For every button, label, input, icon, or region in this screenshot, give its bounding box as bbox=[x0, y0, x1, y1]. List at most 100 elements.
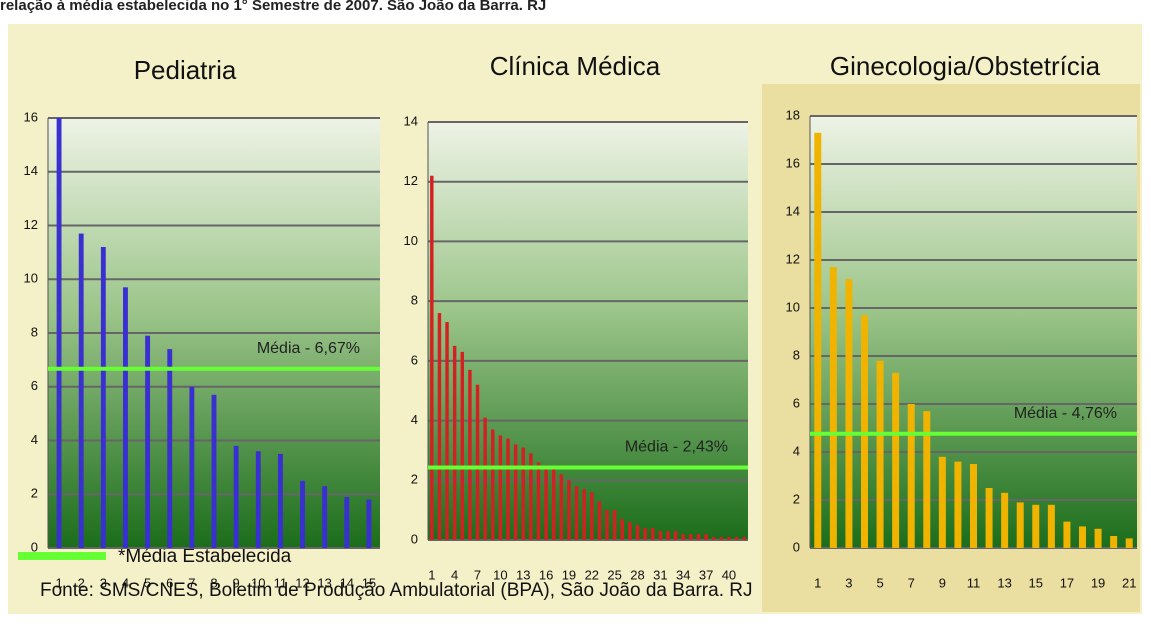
mean-annotation: Média - 6,67% bbox=[257, 340, 360, 357]
bar bbox=[666, 531, 670, 540]
bar bbox=[559, 474, 564, 540]
y-tick-label: 8 bbox=[31, 324, 38, 339]
x-tick-label: 4 bbox=[451, 567, 458, 582]
y-tick-label: 6 bbox=[31, 378, 38, 393]
bar bbox=[322, 486, 328, 548]
bar bbox=[985, 488, 993, 548]
x-tick-label: 28 bbox=[630, 567, 644, 582]
x-tick-label: 5 bbox=[144, 575, 151, 590]
bar bbox=[814, 132, 822, 549]
bar bbox=[437, 313, 442, 540]
bar bbox=[468, 369, 472, 540]
chart-title: Pediatria bbox=[134, 55, 237, 85]
x-tick-label: 8 bbox=[210, 575, 217, 590]
y-tick-label: 16 bbox=[24, 109, 38, 124]
chart-title: Clínica Médica bbox=[490, 51, 661, 81]
y-tick-label: 0 bbox=[793, 539, 800, 554]
bar bbox=[612, 510, 617, 540]
bar bbox=[620, 519, 624, 540]
bar bbox=[56, 118, 62, 548]
chart-title: Ginecologia/Obstetrícia bbox=[830, 51, 1101, 81]
bar bbox=[954, 461, 962, 548]
bar bbox=[211, 394, 217, 548]
x-tick-label: 7 bbox=[474, 567, 481, 582]
bar bbox=[651, 528, 655, 540]
bar bbox=[189, 386, 195, 548]
y-tick-label: 8 bbox=[411, 293, 418, 308]
bar bbox=[452, 345, 457, 540]
y-tick-label: 2 bbox=[411, 472, 418, 487]
bar bbox=[635, 525, 640, 540]
x-tick-label: 10 bbox=[251, 575, 265, 590]
y-tick-label: 2 bbox=[793, 491, 800, 506]
x-tick-label: 3 bbox=[845, 575, 852, 590]
bar bbox=[719, 537, 724, 540]
x-tick-label: 5 bbox=[876, 575, 883, 590]
bar bbox=[907, 404, 915, 548]
y-tick-label: 14 bbox=[24, 163, 38, 178]
x-tick-label: 1 bbox=[428, 567, 435, 582]
y-tick-label: 14 bbox=[786, 203, 800, 218]
y-tick-label: 2 bbox=[31, 486, 38, 501]
bar bbox=[597, 501, 602, 540]
bar bbox=[544, 465, 548, 540]
bar bbox=[167, 349, 173, 548]
x-tick-label: 15 bbox=[1029, 575, 1043, 590]
y-tick-label: 10 bbox=[786, 299, 800, 314]
bar bbox=[876, 360, 884, 548]
x-tick-label: 13 bbox=[997, 575, 1011, 590]
bar bbox=[829, 267, 837, 548]
bar bbox=[1047, 504, 1055, 548]
x-tick-label: 13 bbox=[516, 567, 530, 582]
bar bbox=[445, 322, 449, 540]
x-tick-label: 4 bbox=[122, 575, 129, 590]
bar bbox=[366, 499, 372, 548]
bar bbox=[1032, 504, 1040, 548]
x-tick-label: 13 bbox=[317, 575, 331, 590]
y-tick-label: 4 bbox=[31, 432, 38, 447]
x-tick-label: 9 bbox=[939, 575, 946, 590]
x-tick-label: 34 bbox=[676, 567, 690, 582]
bar bbox=[233, 445, 239, 548]
bar bbox=[658, 531, 663, 540]
heading: relação à média estabelecida no 1° Semes… bbox=[0, 0, 546, 14]
x-tick-label: 19 bbox=[1091, 575, 1105, 590]
x-tick-label: 7 bbox=[188, 575, 195, 590]
bar bbox=[742, 537, 746, 540]
plot-area bbox=[428, 122, 748, 540]
x-tick-label: 7 bbox=[908, 575, 915, 590]
x-tick-label: 12 bbox=[295, 575, 309, 590]
x-tick-label: 9 bbox=[233, 575, 240, 590]
bar bbox=[552, 468, 556, 540]
bar bbox=[255, 451, 261, 548]
legend-label: *Média Estabelecida bbox=[118, 546, 292, 567]
bar bbox=[590, 492, 594, 540]
mean-annotation: Média - 2,43% bbox=[625, 439, 728, 456]
y-tick-label: 4 bbox=[793, 443, 800, 458]
x-tick-label: 21 bbox=[1122, 575, 1136, 590]
y-tick-label: 12 bbox=[404, 173, 418, 188]
x-tick-label: 1 bbox=[814, 575, 821, 590]
y-tick-label: 6 bbox=[411, 352, 418, 367]
bar bbox=[1078, 526, 1087, 548]
bar bbox=[689, 534, 693, 540]
bar bbox=[529, 453, 533, 540]
bar bbox=[277, 453, 283, 548]
x-tick-label: 14 bbox=[340, 575, 354, 590]
bar bbox=[300, 480, 305, 548]
x-tick-label: 17 bbox=[1060, 575, 1074, 590]
y-tick-label: 12 bbox=[786, 251, 800, 266]
x-tick-label: 3 bbox=[100, 575, 107, 590]
y-tick-label: 6 bbox=[793, 395, 800, 410]
bar bbox=[712, 537, 716, 540]
bar bbox=[483, 417, 487, 540]
bar bbox=[681, 534, 685, 540]
x-tick-label: 1 bbox=[55, 575, 62, 590]
bar bbox=[605, 510, 609, 540]
bar bbox=[727, 537, 731, 540]
y-tick-label: 10 bbox=[404, 233, 418, 248]
bar bbox=[100, 247, 106, 548]
x-tick-label: 37 bbox=[699, 567, 713, 582]
bar bbox=[1094, 528, 1102, 548]
y-tick-label: 10 bbox=[24, 271, 38, 286]
